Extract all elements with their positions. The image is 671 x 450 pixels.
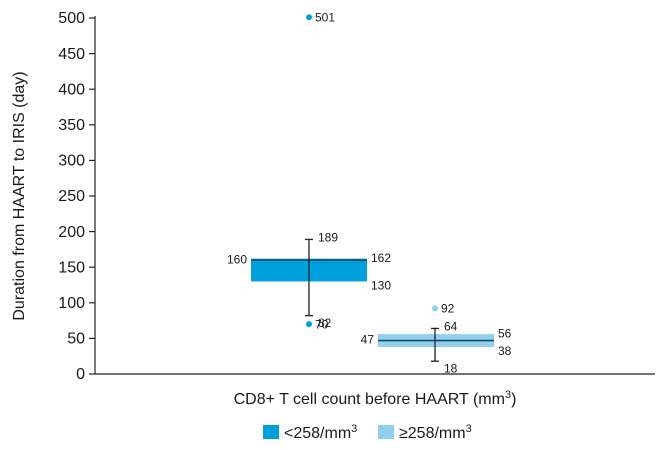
outlier-label: 501 [315, 10, 335, 24]
outlier-point [432, 305, 438, 312]
box-group-2: 47 56 38 64 18 92 [361, 302, 512, 376]
q1-label: 130 [371, 279, 391, 293]
box-group-1: 160 162 130 189 82 501 70 [227, 10, 391, 331]
outlier-point [306, 321, 312, 328]
q3-label: 56 [498, 326, 512, 340]
y-tick-label: 0 [76, 366, 85, 383]
legend-item-2: ≥258/mm3 [378, 423, 472, 442]
whisker-low-label: 82 [318, 316, 332, 330]
y-axis: 0 50 100 150 200 250 300 350 400 450 500 [58, 10, 96, 383]
outlier-label: 70 [315, 317, 329, 331]
q1-label: 38 [498, 344, 512, 358]
whisker-low-label: 18 [444, 361, 458, 375]
y-tick-label: 400 [58, 81, 85, 98]
legend-swatch [263, 425, 279, 439]
y-tick-label: 450 [58, 46, 85, 63]
y-tick-label: 50 [67, 331, 85, 348]
legend-label: ≥258/mm3 [399, 423, 472, 442]
y-tick-label: 500 [58, 10, 85, 27]
y-tick-label: 250 [58, 188, 85, 205]
median-label: 160 [227, 252, 247, 266]
median-label: 47 [361, 333, 375, 347]
whisker-high-label: 64 [444, 320, 458, 334]
legend-item-1: <258/mm3 [263, 423, 357, 442]
y-tick-label: 150 [58, 259, 85, 276]
y-tick-label: 200 [58, 224, 85, 241]
x-axis-title: CD8+ T cell count before HAART (mm3) [234, 389, 517, 408]
outlier-label: 92 [441, 302, 455, 316]
y-tick-label: 350 [58, 117, 85, 134]
y-tick-label: 100 [58, 295, 85, 312]
legend-swatch [378, 425, 394, 439]
legend: <258/mm3 ≥258/mm3 [263, 423, 472, 442]
outlier-point [306, 14, 312, 21]
boxes: 160 162 130 189 82 501 70 47 56 38 64 18 92 [227, 10, 512, 375]
y-axis-title: Duration from HAART to IRIS (day) [11, 71, 28, 320]
y-tick-label: 300 [58, 153, 85, 170]
whisker-high-label: 189 [318, 231, 338, 245]
legend-label: <258/mm3 [284, 423, 357, 442]
q3-label: 162 [371, 251, 391, 265]
